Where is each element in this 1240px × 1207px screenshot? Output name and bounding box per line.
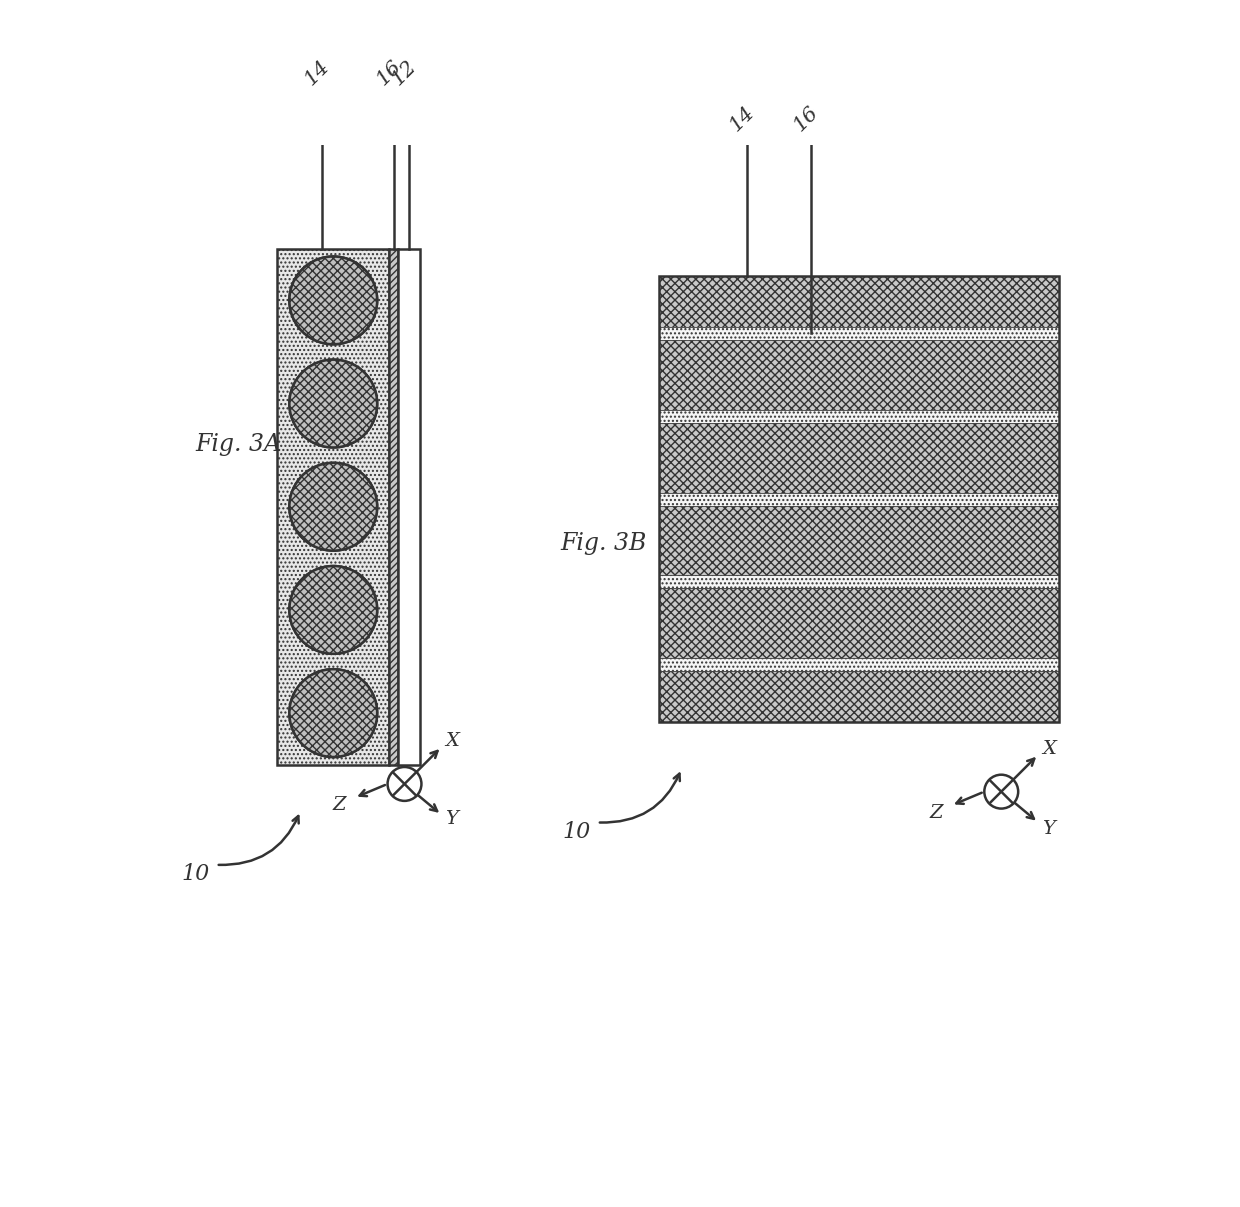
Text: Fig. 3A: Fig. 3A [195,433,281,456]
Text: 10: 10 [181,863,210,885]
Text: Fig. 3B: Fig. 3B [560,532,647,555]
Text: Z: Z [929,804,942,822]
Bar [658,409,1059,422]
Text: Y: Y [445,810,459,828]
Circle shape [289,566,377,654]
Bar [658,671,1059,722]
Text: 12: 12 [388,57,420,88]
Circle shape [289,462,377,550]
Bar [398,249,420,765]
Bar [278,249,389,765]
Circle shape [289,566,377,654]
Circle shape [289,669,377,757]
Text: X: X [445,731,459,750]
Text: 10: 10 [563,821,590,842]
Circle shape [289,360,377,448]
Circle shape [289,462,377,550]
Circle shape [289,257,377,344]
Text: 16: 16 [790,103,822,135]
Circle shape [289,257,377,344]
Bar [658,422,1059,492]
Bar [658,506,1059,576]
Bar [658,275,1059,327]
Bar [389,249,398,765]
Bar [658,588,1059,658]
Bar [658,340,1059,409]
Bar [658,576,1059,588]
Text: 16: 16 [373,57,405,88]
Circle shape [985,775,1018,809]
Bar [658,492,1059,506]
Text: X: X [1042,740,1056,758]
Bar [658,658,1059,671]
Text: Y: Y [1042,820,1055,838]
Circle shape [289,360,377,448]
Circle shape [289,669,377,757]
Circle shape [388,766,422,801]
Text: 14: 14 [725,103,758,135]
Text: 14: 14 [301,57,334,88]
Text: Z: Z [332,797,346,815]
Bar [658,327,1059,340]
Bar [658,275,1059,722]
